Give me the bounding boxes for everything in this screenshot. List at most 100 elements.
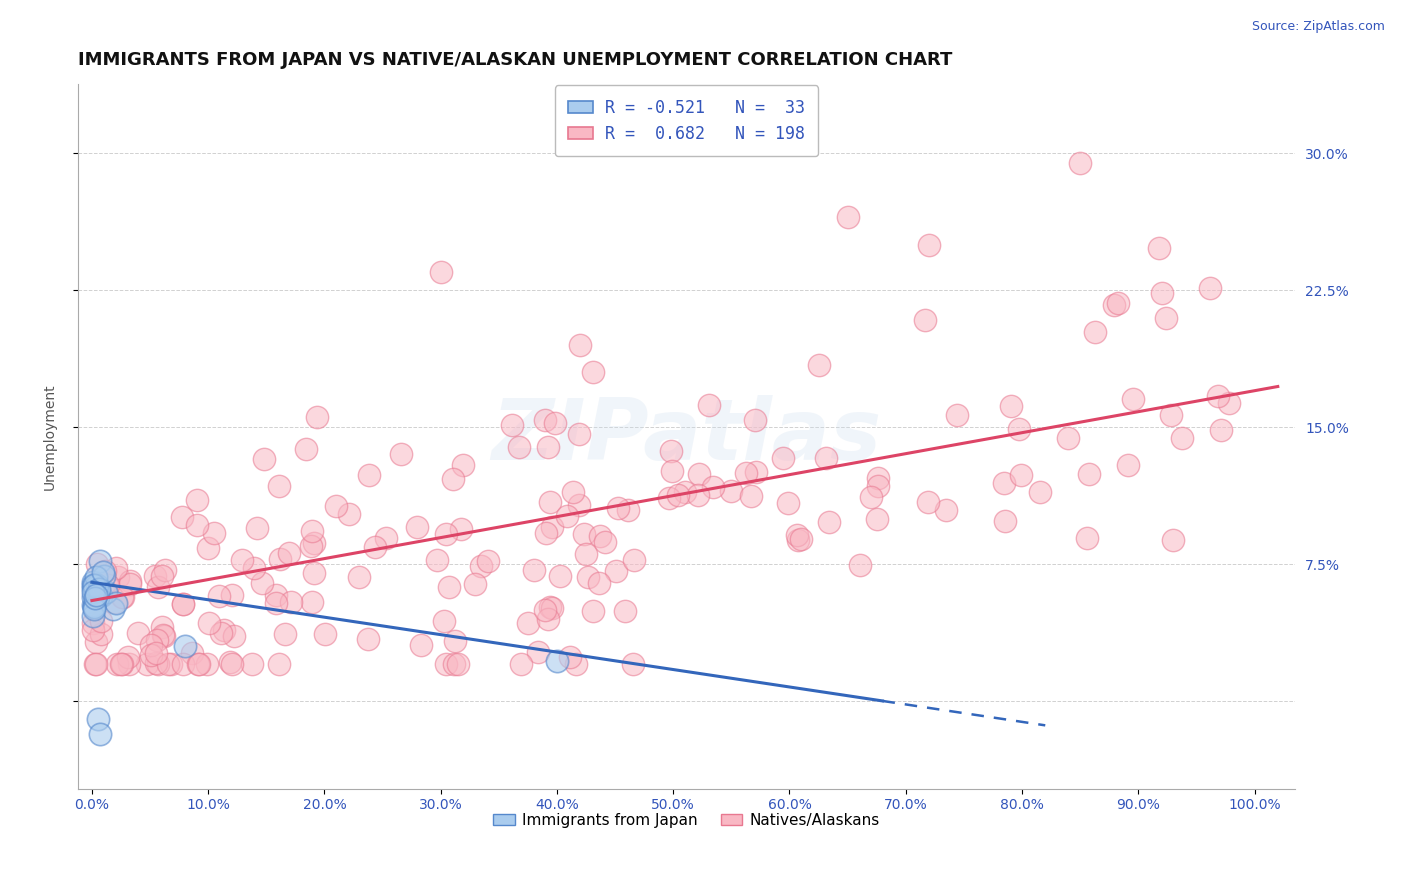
Point <box>541 601 564 615</box>
Point <box>86 557 108 571</box>
Point <box>450 522 472 536</box>
Point <box>441 472 464 486</box>
Text: Source: ZipAtlas.com: Source: ZipAtlas.com <box>1251 20 1385 33</box>
Point <box>82 623 104 637</box>
Point <box>174 639 197 653</box>
Point <box>1010 467 1032 482</box>
Point <box>117 650 139 665</box>
Point <box>808 359 831 373</box>
Point <box>993 476 1015 491</box>
Point <box>87 582 110 597</box>
Point <box>202 526 225 541</box>
Point <box>221 588 243 602</box>
Point <box>772 451 794 466</box>
Point <box>918 237 941 252</box>
Point <box>111 590 134 604</box>
Point <box>242 657 264 672</box>
Point <box>91 566 114 580</box>
Point <box>118 657 141 672</box>
Point <box>534 603 557 617</box>
Point <box>97 578 120 592</box>
Point <box>686 487 709 501</box>
Point <box>534 526 557 541</box>
Point <box>82 581 104 595</box>
Point <box>572 526 595 541</box>
Point <box>94 585 117 599</box>
Point <box>538 495 561 509</box>
Point <box>83 599 105 613</box>
Point <box>866 478 889 492</box>
Point <box>734 467 756 481</box>
Point <box>1069 155 1091 169</box>
Point <box>120 577 142 591</box>
Point <box>267 657 290 672</box>
Point <box>917 495 939 509</box>
Point <box>576 569 599 583</box>
Point <box>150 568 173 582</box>
Legend: Immigrants from Japan, Natives/Alaskans: Immigrants from Japan, Natives/Alaskans <box>486 806 886 834</box>
Point <box>84 587 107 601</box>
Point <box>1198 281 1220 295</box>
Point <box>1171 431 1194 445</box>
Point <box>464 577 486 591</box>
Point <box>110 657 132 672</box>
Point <box>1078 467 1101 481</box>
Point <box>1084 325 1107 339</box>
Point <box>84 657 107 672</box>
Point <box>84 591 107 606</box>
Point <box>337 507 360 521</box>
Point <box>426 553 449 567</box>
Point <box>433 614 456 628</box>
Point <box>567 499 589 513</box>
Point <box>568 426 591 441</box>
Point <box>621 657 644 672</box>
Point <box>661 444 683 458</box>
Point <box>1116 458 1139 472</box>
Point <box>152 619 174 633</box>
Point <box>197 541 219 556</box>
Point <box>107 570 129 584</box>
Point <box>1000 399 1022 413</box>
Point <box>221 657 243 672</box>
Point <box>82 590 104 604</box>
Point <box>83 578 105 592</box>
Point <box>786 533 808 547</box>
Point <box>105 560 128 574</box>
Point <box>429 265 451 279</box>
Point <box>1154 311 1177 326</box>
Point <box>349 569 371 583</box>
Point <box>146 580 169 594</box>
Point <box>301 524 323 538</box>
Y-axis label: Unemployment: Unemployment <box>44 383 58 490</box>
Point <box>470 558 492 573</box>
Point <box>242 561 264 575</box>
Point <box>443 657 465 672</box>
Point <box>789 532 811 546</box>
Point <box>90 627 112 641</box>
Point <box>534 413 557 427</box>
Point <box>111 590 134 604</box>
Point <box>744 413 766 427</box>
Point <box>405 520 427 534</box>
Point <box>866 471 889 485</box>
Point <box>111 657 134 672</box>
Point <box>82 609 104 624</box>
Point <box>89 554 111 568</box>
Point <box>301 539 323 553</box>
Point <box>582 604 605 618</box>
Point <box>143 569 166 583</box>
Point <box>1150 286 1173 301</box>
Point <box>357 632 380 646</box>
Point <box>364 541 387 555</box>
Point <box>104 594 127 608</box>
Point <box>860 490 883 504</box>
Point <box>87 590 110 604</box>
Point <box>523 563 546 577</box>
Point <box>617 503 640 517</box>
Point <box>82 615 104 630</box>
Point <box>1163 533 1185 547</box>
Point <box>198 616 221 631</box>
Point <box>508 440 530 454</box>
Point <box>101 601 124 615</box>
Point <box>477 554 499 568</box>
